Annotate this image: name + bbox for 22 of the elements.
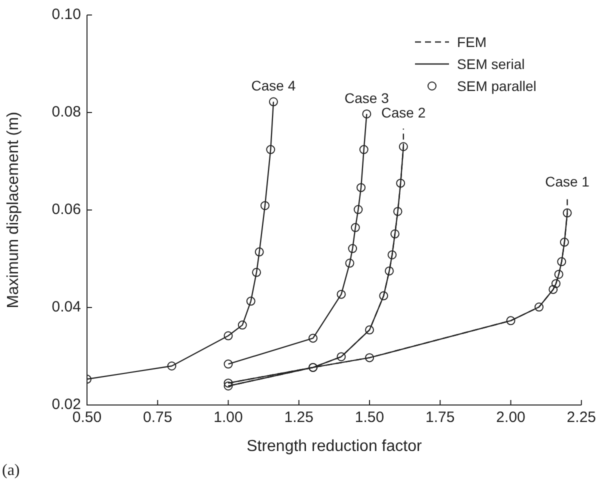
annotation: Case 4 xyxy=(251,78,296,94)
x-tick-label: 2.00 xyxy=(496,409,526,426)
legend-label: SEM serial xyxy=(457,56,525,72)
y-tick-label: 0.10 xyxy=(52,6,81,24)
x-tick-label: 1.25 xyxy=(284,409,314,426)
y-axis-title: Maximum displacement (m) xyxy=(5,112,22,308)
x-tick-label: 1.00 xyxy=(214,409,243,426)
annotation: Case 3 xyxy=(344,90,390,106)
annotation: Case 1 xyxy=(545,174,590,190)
x-axis-title: Strength reduction factor xyxy=(246,438,422,455)
x-tick-label: 0.50 xyxy=(72,409,102,426)
annotation: Case 2 xyxy=(381,104,426,120)
legend-label: SEM parallel xyxy=(457,78,536,94)
x-tick-label: 1.75 xyxy=(426,409,455,426)
x-tick-label: 0.75 xyxy=(143,409,172,426)
legend-label: FEM xyxy=(457,34,487,50)
x-tick-label: 1.50 xyxy=(354,409,384,426)
y-tick-label: 0.08 xyxy=(52,104,81,121)
x-tick-label: 2.25 xyxy=(566,409,596,426)
y-tick-label: 0.06 xyxy=(52,201,81,218)
y-tick-label: 0.04 xyxy=(52,298,81,316)
text: (a) xyxy=(2,462,20,480)
